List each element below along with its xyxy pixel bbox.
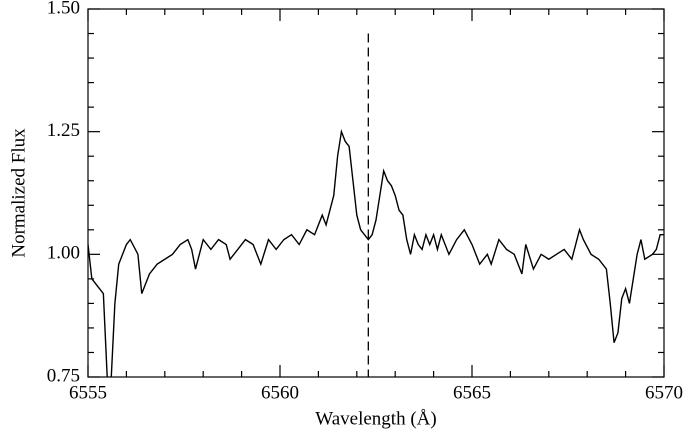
x-tick-label: 6560 xyxy=(261,382,299,403)
x-tick-label: 6570 xyxy=(645,382,683,403)
x-tick-label: 6565 xyxy=(453,382,491,403)
y-tick-label: 1.25 xyxy=(47,120,80,141)
x-tick-label: 6555 xyxy=(69,382,107,403)
spectrum-line xyxy=(88,129,664,377)
plot-frame xyxy=(87,8,665,378)
y-axis-label: Normalized Flux xyxy=(8,128,29,258)
y-tick-label: 1.00 xyxy=(47,243,80,264)
y-tick-label: 1.50 xyxy=(47,0,80,18)
x-axis-label: Wavelength (Å) xyxy=(315,408,436,429)
y-tick-label: 0.75 xyxy=(47,365,80,386)
